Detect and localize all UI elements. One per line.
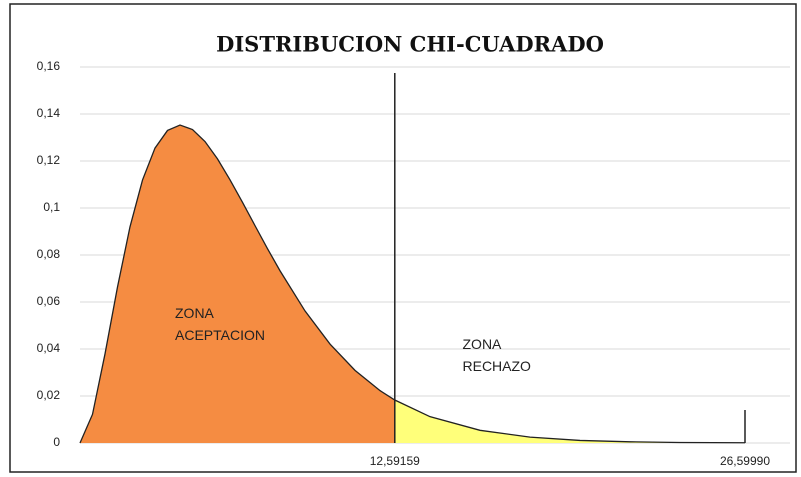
chart-title: DISTRIBUCION CHI-CUADRADO bbox=[216, 32, 604, 57]
y-tick-label: 0 bbox=[53, 435, 60, 449]
curve bbox=[79, 124, 745, 444]
y-tick-label: 0,02 bbox=[37, 388, 61, 402]
area bbox=[394, 399, 745, 443]
x-tick-label: 12,59159 bbox=[370, 454, 420, 468]
y-tick-label: 0,08 bbox=[37, 247, 61, 261]
area bbox=[80, 125, 395, 444]
y-tick-label: 0,14 bbox=[37, 106, 61, 120]
y-tick-label: 0,06 bbox=[37, 294, 61, 308]
y-tick-label: 0,04 bbox=[37, 341, 61, 355]
annotation: ACEPTACION bbox=[175, 327, 265, 343]
annotation: RECHAZO bbox=[463, 358, 532, 374]
annotation: ZONA bbox=[463, 336, 503, 352]
y-tick-label: 0,16 bbox=[37, 59, 61, 73]
y-tick-label: 0,12 bbox=[37, 153, 61, 167]
x-tick-label: 26,59990 bbox=[720, 454, 770, 468]
y-tick-label: 0,1 bbox=[43, 200, 60, 214]
annotation: ZONA bbox=[175, 305, 215, 321]
